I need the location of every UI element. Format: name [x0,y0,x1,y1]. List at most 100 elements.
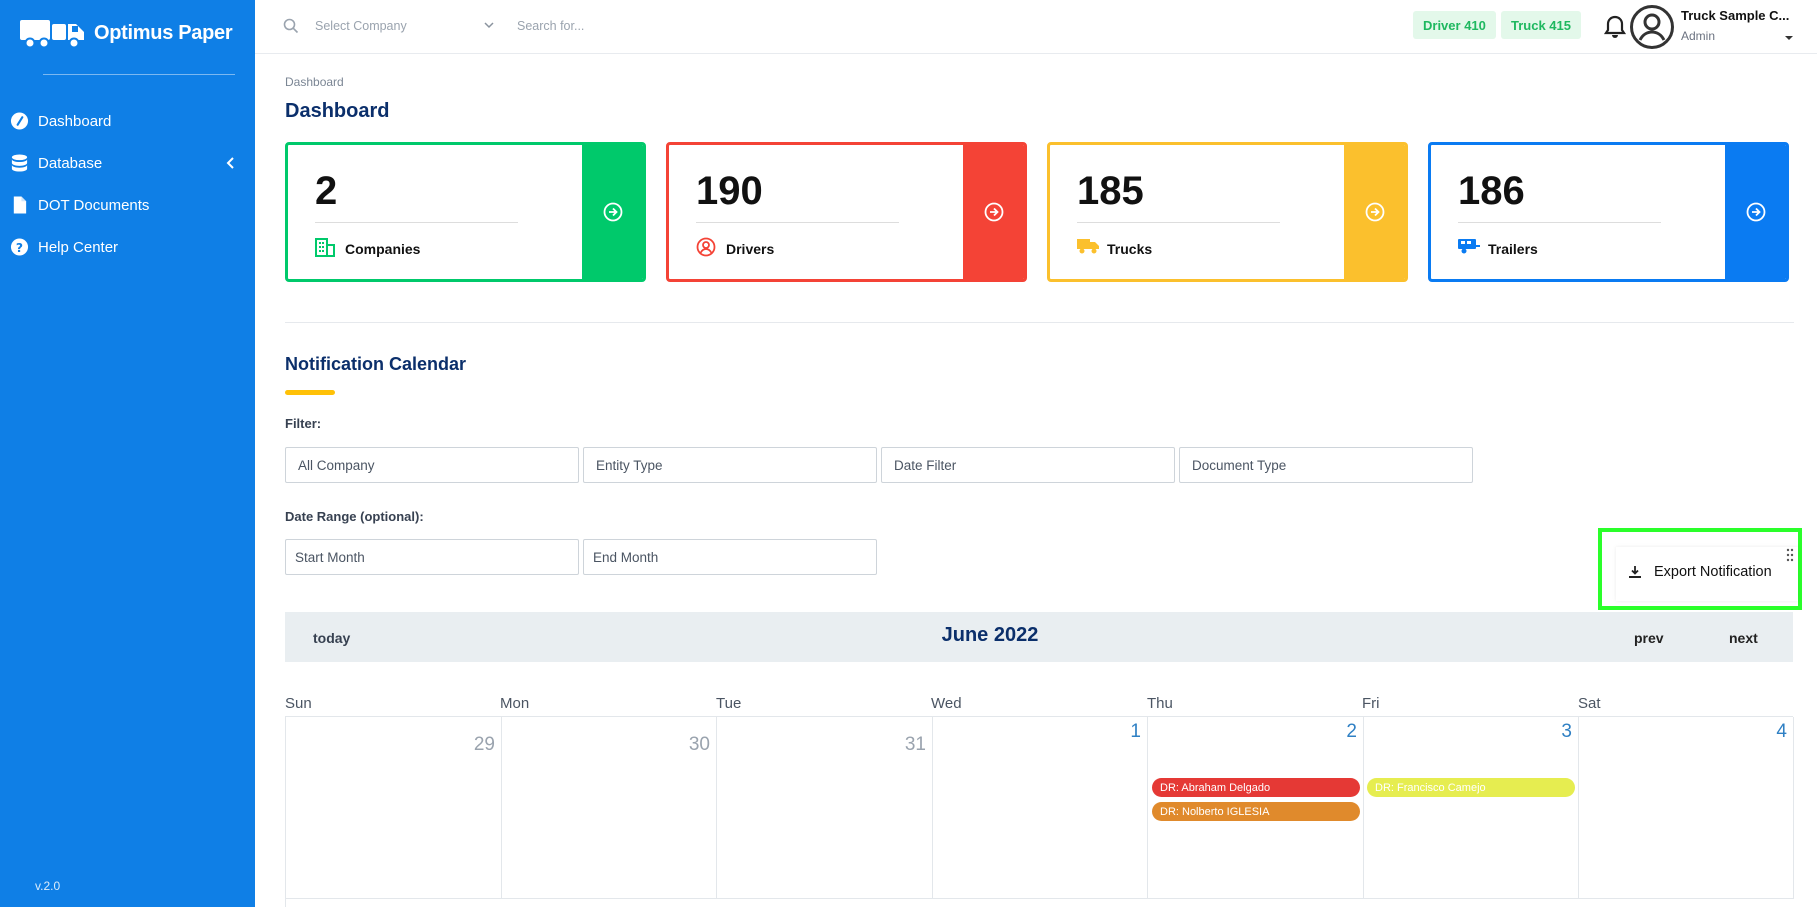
user-name[interactable]: Truck Sample C... [1681,8,1790,23]
card-value: 190 [696,169,763,213]
drivers-go-button[interactable] [963,145,1024,279]
avatar-icon[interactable] [1629,4,1675,50]
sidebar: Optimus Paper Dashboard Database DOT Doc… [0,0,255,907]
brand-logo[interactable]: Optimus Paper [20,18,233,48]
card-divider [315,222,518,223]
card-label: Companies [345,241,421,257]
sidebar-item-dot-documents[interactable]: DOT Documents [0,184,255,226]
card-value: 185 [1077,169,1144,213]
trucks-go-button[interactable] [1344,145,1405,279]
card-label: Trailers [1488,241,1538,257]
sidebar-item-label: Database [38,154,103,172]
companies-card: 2 Companies [285,142,646,282]
card-divider [1077,222,1280,223]
brand-name: Optimus Paper [94,21,233,44]
day-header-sat: Sat [1578,695,1601,712]
truck-logo-icon [20,20,84,48]
day-header-sun: Sun [285,695,312,712]
search-input[interactable] [517,13,837,39]
end-month-input[interactable]: End Month [583,539,877,575]
day-header-mon: Mon [500,695,530,712]
day-header-thu: Thu [1147,695,1173,712]
truck-count-badge[interactable]: Truck 415 [1501,11,1581,39]
document-type-select[interactable]: Document Type [1179,447,1473,483]
user-circle-icon [696,237,716,257]
arrow-right-circle-icon [603,202,622,222]
section-accent-bar [285,390,335,395]
logo-divider [43,74,235,75]
chevron-down-icon[interactable] [483,20,495,30]
svg-text:?: ? [16,241,23,255]
arrow-right-circle-icon [1365,202,1384,222]
trucks-card: 185 Trucks [1047,142,1408,282]
bell-icon[interactable] [1603,14,1627,40]
prev-button[interactable]: prev [1634,630,1664,646]
sidebar-nav: Dashboard Database DOT Documents ? Help … [0,100,255,268]
calendar-event[interactable]: DR: Abraham Delgado [1152,778,1360,797]
building-icon [315,238,335,257]
export-notification-button[interactable]: Export Notification [1628,564,1772,580]
sidebar-item-label: Dashboard [38,112,112,130]
date-filter-select[interactable]: Date Filter [881,447,1175,483]
caret-down-icon[interactable] [1784,34,1794,42]
day-header-wed: Wed [931,695,962,712]
day-cell[interactable]: 31 [717,717,933,899]
card-divider [1458,222,1661,223]
document-icon [13,196,27,214]
sidebar-item-help-center[interactable]: ? Help Center [0,226,255,268]
calendar-toolbar [285,612,1793,662]
entity-type-select[interactable]: Entity Type [583,447,877,483]
card-label: Drivers [726,241,775,257]
chevron-left-icon[interactable] [225,156,235,170]
today-button[interactable]: today [313,630,351,646]
sidebar-item-database[interactable]: Database [0,142,255,184]
section-divider [285,322,1794,323]
export-highlight [1598,528,1802,610]
truck-icon [1077,239,1099,254]
day-cell[interactable]: 3 DR: Francisco Camejo [1364,717,1579,899]
arrow-right-circle-icon [984,202,1003,222]
trailers-go-button[interactable] [1725,145,1786,279]
sidebar-item-label: Help Center [38,238,119,256]
day-cell[interactable]: 29 [286,717,502,899]
arrow-right-circle-icon [1746,202,1765,222]
calendar-event[interactable]: DR: Francisco Camejo [1367,778,1575,797]
day-number: 30 [688,734,710,755]
driver-count-badge[interactable]: Driver 410 [1413,11,1496,39]
download-icon [1629,566,1641,578]
export-label: Export Notification [1654,564,1772,580]
start-month-input[interactable]: Start Month [285,539,579,575]
day-number: 3 [1561,721,1572,742]
app-version: v.2.0 [35,879,61,893]
search-icon[interactable] [283,18,299,34]
next-button[interactable]: next [1729,630,1758,646]
user-role: Admin [1681,29,1716,43]
card-value: 2 [315,169,338,213]
top-bar: Select Company Driver 410 Truck 415 Truc… [255,0,1817,54]
trailer-icon [1458,239,1480,254]
day-cell[interactable]: 4 [1579,717,1794,899]
companies-go-button[interactable] [582,145,643,279]
export-panel [1616,547,1798,601]
trailers-card: 186 Trailers [1428,142,1789,282]
date-range-label: Date Range (optional): [285,509,424,524]
help-circle-icon: ? [10,238,29,256]
company-filter-select[interactable]: All Company [285,447,579,483]
card-divider [696,222,899,223]
day-number: 29 [473,734,495,755]
company-select[interactable]: Select Company [315,19,407,33]
filter-label: Filter: [285,416,322,431]
drag-handle-icon[interactable] [1786,548,1794,562]
drivers-card: 190 Drivers [666,142,1027,282]
day-number: 1 [1130,721,1141,742]
card-value: 186 [1458,169,1525,213]
day-header-tue: Tue [716,695,742,712]
calendar-event[interactable]: DR: Nolberto IGLESIA [1152,802,1360,821]
day-cell[interactable]: 30 [502,717,717,899]
breadcrumb[interactable]: Dashboard [285,75,344,89]
card-label: Trucks [1107,241,1153,257]
day-number: 31 [904,734,926,755]
day-cell[interactable]: 1 [933,717,1148,899]
day-cell[interactable]: 2 DR: Abraham Delgado DR: Nolberto IGLES… [1148,717,1364,899]
sidebar-item-dashboard[interactable]: Dashboard [0,100,255,142]
